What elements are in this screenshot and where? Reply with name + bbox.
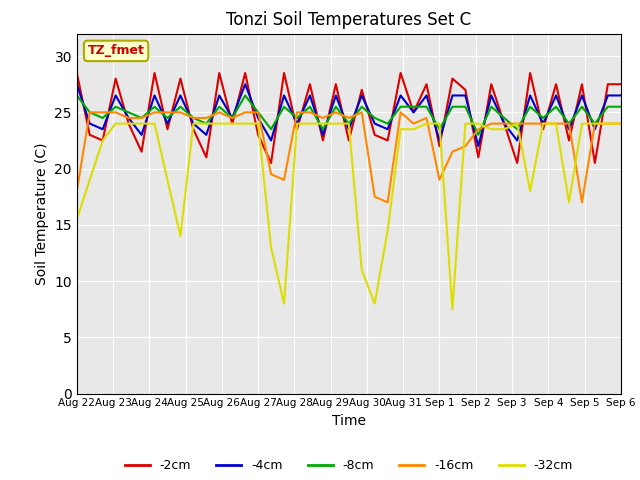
Y-axis label: Soil Temperature (C): Soil Temperature (C): [35, 143, 49, 285]
Legend: -2cm, -4cm, -8cm, -16cm, -32cm: -2cm, -4cm, -8cm, -16cm, -32cm: [120, 455, 578, 477]
Title: Tonzi Soil Temperatures Set C: Tonzi Soil Temperatures Set C: [226, 11, 472, 29]
X-axis label: Time: Time: [332, 414, 366, 428]
Text: TZ_fmet: TZ_fmet: [88, 44, 145, 58]
